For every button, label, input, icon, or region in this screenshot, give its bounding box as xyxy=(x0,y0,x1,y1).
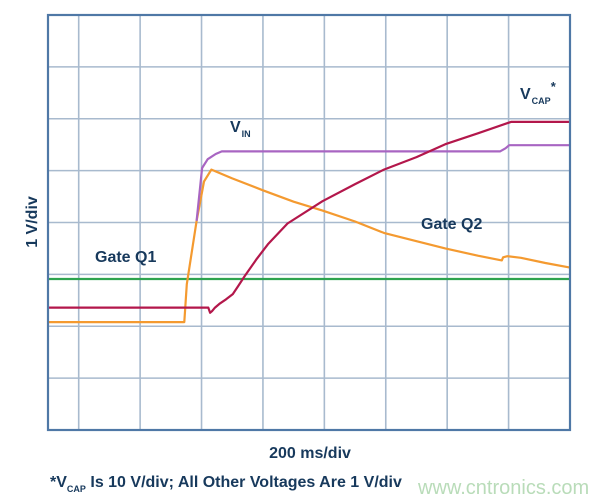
vcap-asterisk: * xyxy=(551,79,557,94)
footnote-prefix: *V xyxy=(50,474,67,491)
y-axis-label: 1 V/div xyxy=(24,196,41,248)
trace-gate-q2 xyxy=(48,168,571,324)
trace-vcap xyxy=(48,120,570,314)
plot-frame xyxy=(46,13,572,432)
watermark: www.cntronics.com xyxy=(417,477,589,499)
grid xyxy=(48,15,570,430)
vin-main: V xyxy=(230,119,241,136)
x-axis-label: 200 ms/div xyxy=(269,445,351,462)
series-label-vcap: VCAP* xyxy=(520,79,557,106)
footnote: *VCAP Is 10 V/div; All Other Voltages Ar… xyxy=(50,474,402,494)
vin-sub: IN xyxy=(242,129,251,139)
series-label-gate-q1: Gate Q1 xyxy=(95,249,156,266)
series-label-gate-q2: Gate Q2 xyxy=(421,216,482,233)
vcap-main: V xyxy=(520,86,531,103)
vcap-sub: CAP xyxy=(532,96,551,106)
series-label-vin: VIN xyxy=(230,119,251,139)
traces xyxy=(48,120,571,324)
footnote-sub: CAP xyxy=(67,484,86,494)
footnote-rest: Is 10 V/div; All Other Voltages Are 1 V/… xyxy=(86,474,402,491)
trace-vin xyxy=(195,144,570,222)
